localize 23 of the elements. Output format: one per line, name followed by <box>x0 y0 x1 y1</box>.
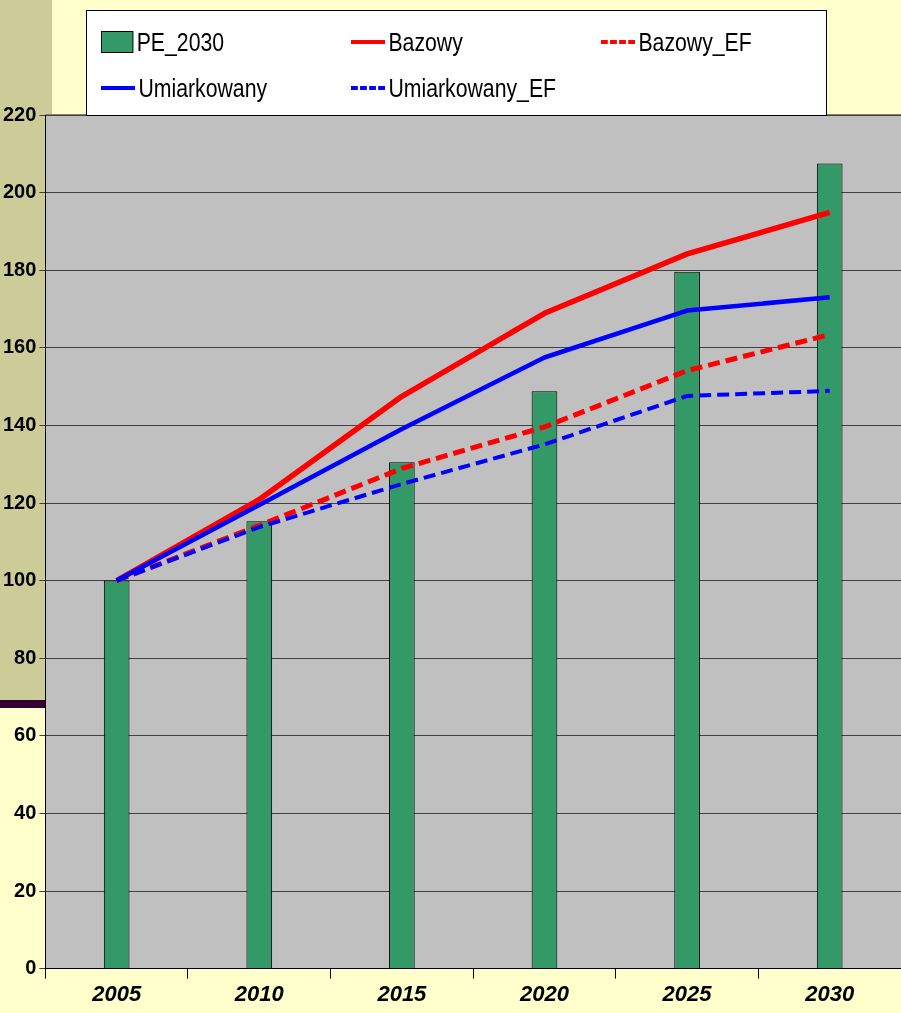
y-tick-label: 80 <box>14 645 37 668</box>
x-tick-label: 2025 <box>661 980 713 1006</box>
y-tick-label: 180 <box>2 257 37 280</box>
legend-label: Umiarkowany_EF <box>388 73 557 103</box>
y-tick-label: 120 <box>2 490 37 513</box>
x-tick-label: 2020 <box>519 980 570 1006</box>
y-tick-label: 60 <box>14 723 37 746</box>
y-tick-label: 20 <box>14 878 37 901</box>
y-tick-label: 200 <box>2 180 37 203</box>
y-tick-label: 160 <box>2 335 37 358</box>
y-tick-label: 40 <box>14 800 37 823</box>
x-tick-label: 2010 <box>233 980 285 1006</box>
legend-label: Bazowy_EF <box>638 27 752 57</box>
y-tick-label: 100 <box>2 568 37 591</box>
y-tick-label: 140 <box>2 412 37 435</box>
x-tick-label: 2030 <box>804 980 855 1006</box>
y-tick-label: 0 <box>25 956 37 979</box>
legend-label: Umiarkowany <box>138 73 268 103</box>
y-tick-label: 220 <box>2 102 37 125</box>
x-tick-label: 2015 <box>376 980 428 1006</box>
legend-label: Bazowy <box>388 27 463 57</box>
legend-label: PE_2030 <box>136 27 225 57</box>
x-tick-label: 2005 <box>91 980 142 1006</box>
